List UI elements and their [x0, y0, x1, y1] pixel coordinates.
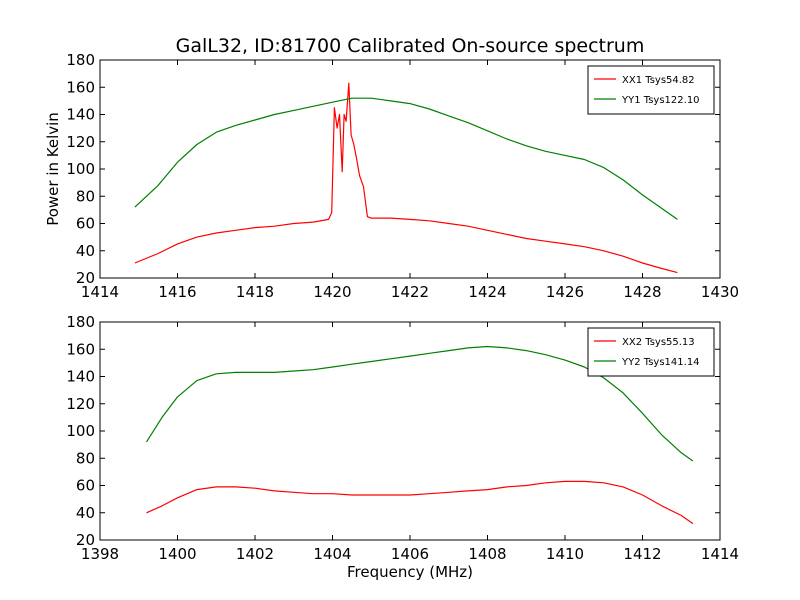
bottom-spectrum-panel: 1398 1400 1402 1404 1406 1408 1410 1412 1414 20 40… [66, 313, 739, 563]
x-tick-label: 1400 [158, 545, 196, 563]
x-tick-label: 1422 [391, 283, 429, 301]
y-tick-label: 40 [76, 504, 95, 522]
x-tick-label: 1404 [313, 545, 351, 563]
y-tick-label: 80 [76, 187, 95, 205]
legend-box [587, 327, 715, 377]
y-tick-label: 180 [66, 313, 95, 331]
series-line-xx1 [134, 82, 678, 274]
legend-label: XX1 Tsys54.82 [622, 75, 695, 86]
y-tick-label: 80 [76, 449, 95, 467]
y-tick-label: 100 [66, 422, 95, 440]
y-axis-title: Power in Kelvin [44, 112, 62, 226]
y-tick-label: 60 [76, 215, 95, 233]
y-tick-label: 140 [66, 106, 95, 124]
x-tick-label: 1412 [623, 545, 661, 563]
y-tick-label: 60 [76, 477, 95, 495]
x-axis-title: Frequency (MHz) [347, 563, 473, 581]
y-tick-label: 160 [66, 340, 95, 358]
x-tick-label: 1406 [391, 545, 429, 563]
y-tick-label: 120 [66, 133, 95, 151]
x-tick-label: 1426 [546, 283, 584, 301]
legend-label: YY2 Tsys141.14 [621, 357, 700, 368]
y-tick-label: 120 [66, 395, 95, 413]
y-tick-label: 20 [76, 531, 95, 549]
y-tick-label: 40 [76, 242, 95, 260]
legend-label: XX2 Tsys55.13 [622, 337, 695, 348]
series-line-yy2 [145, 345, 694, 462]
chart-title: GalL32, ID:81700 Calibrated On-source sp… [176, 35, 645, 57]
x-tick-label: 1398 [81, 545, 119, 563]
legend-box [587, 65, 715, 115]
x-tick-label: 1424 [468, 283, 506, 301]
x-tick-label: 1410 [546, 545, 584, 563]
y-tick-label: 160 [66, 78, 95, 96]
x-tick-label: 1414 [701, 545, 739, 563]
x-tick-label: 1414 [81, 283, 119, 301]
legend-label: YY1 Tsys122.10 [621, 95, 700, 106]
x-tick-label: 1402 [236, 545, 274, 563]
x-tick-label: 1418 [236, 283, 274, 301]
x-tick-label: 1428 [623, 283, 661, 301]
y-tick-label: 140 [66, 368, 95, 386]
x-tick-label: 1430 [701, 283, 739, 301]
y-tick-label: 100 [66, 160, 95, 178]
y-tick-label: 20 [76, 269, 95, 287]
series-line-xx2 [146, 480, 694, 525]
top-spectrum-panel: 1414 1416 1418 1420 1422 1424 1426 1428 1430 20 40… [66, 51, 739, 301]
x-tick-label: 1420 [313, 283, 351, 301]
series-line-yy1 [134, 97, 678, 220]
y-tick-label: 180 [66, 51, 95, 69]
x-tick-label: 1416 [158, 283, 196, 301]
x-tick-label: 1408 [468, 545, 506, 563]
